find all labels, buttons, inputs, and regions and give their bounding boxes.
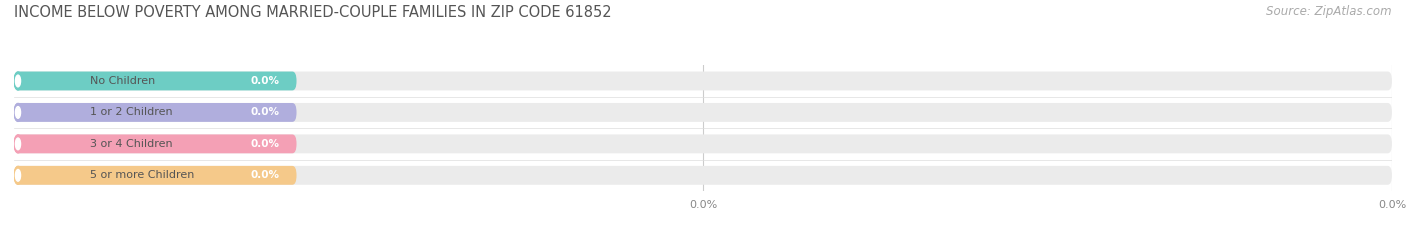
FancyBboxPatch shape <box>14 134 297 153</box>
Text: Source: ZipAtlas.com: Source: ZipAtlas.com <box>1267 5 1392 18</box>
Text: INCOME BELOW POVERTY AMONG MARRIED-COUPLE FAMILIES IN ZIP CODE 61852: INCOME BELOW POVERTY AMONG MARRIED-COUPL… <box>14 5 612 20</box>
Circle shape <box>14 166 22 184</box>
FancyBboxPatch shape <box>14 72 297 90</box>
FancyBboxPatch shape <box>14 72 1392 90</box>
FancyBboxPatch shape <box>14 103 297 122</box>
Circle shape <box>14 103 22 121</box>
Circle shape <box>15 75 21 87</box>
Circle shape <box>15 138 21 150</box>
Circle shape <box>15 169 21 181</box>
Text: No Children: No Children <box>90 76 155 86</box>
FancyBboxPatch shape <box>14 103 1392 122</box>
Text: 0.0%: 0.0% <box>252 139 280 149</box>
Text: 0.0%: 0.0% <box>252 107 280 117</box>
FancyBboxPatch shape <box>14 166 297 185</box>
Text: 5 or more Children: 5 or more Children <box>90 170 194 180</box>
Text: 3 or 4 Children: 3 or 4 Children <box>90 139 173 149</box>
FancyBboxPatch shape <box>14 134 1392 153</box>
Circle shape <box>15 106 21 118</box>
Text: 1 or 2 Children: 1 or 2 Children <box>90 107 173 117</box>
Text: 0.0%: 0.0% <box>252 170 280 180</box>
FancyBboxPatch shape <box>14 166 1392 185</box>
Circle shape <box>14 135 22 153</box>
Circle shape <box>14 72 22 90</box>
Text: 0.0%: 0.0% <box>252 76 280 86</box>
